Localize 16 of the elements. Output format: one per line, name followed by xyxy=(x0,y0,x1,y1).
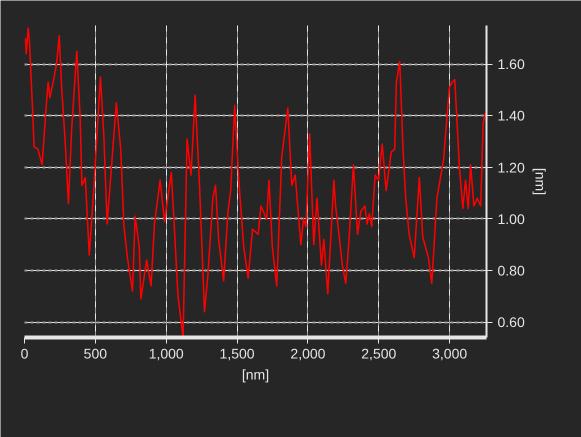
x-tick-label: 1,500 xyxy=(220,346,255,362)
x-tick-label: 0 xyxy=(20,346,29,362)
x-tick-label: 500 xyxy=(84,346,108,362)
y-tick-label: 0.80 xyxy=(498,262,525,278)
y-tick-label: 1.20 xyxy=(498,159,525,176)
line-series xyxy=(24,27,486,338)
y-axis-title: [nm] xyxy=(532,168,549,196)
x-tick-label: 3,000 xyxy=(432,346,468,362)
x-tick-label: 2,000 xyxy=(290,346,326,362)
x-axis-title: [nm] xyxy=(242,366,270,382)
x-tick-label: 1,000 xyxy=(148,346,184,362)
y-tick-label: 0.60 xyxy=(498,314,525,330)
y-tick-label: 1.60 xyxy=(498,56,525,72)
x-tick-label: 2,500 xyxy=(361,346,397,362)
y-tick-label: 1.00 xyxy=(498,210,525,227)
y-tick-label: 1.40 xyxy=(498,108,525,124)
